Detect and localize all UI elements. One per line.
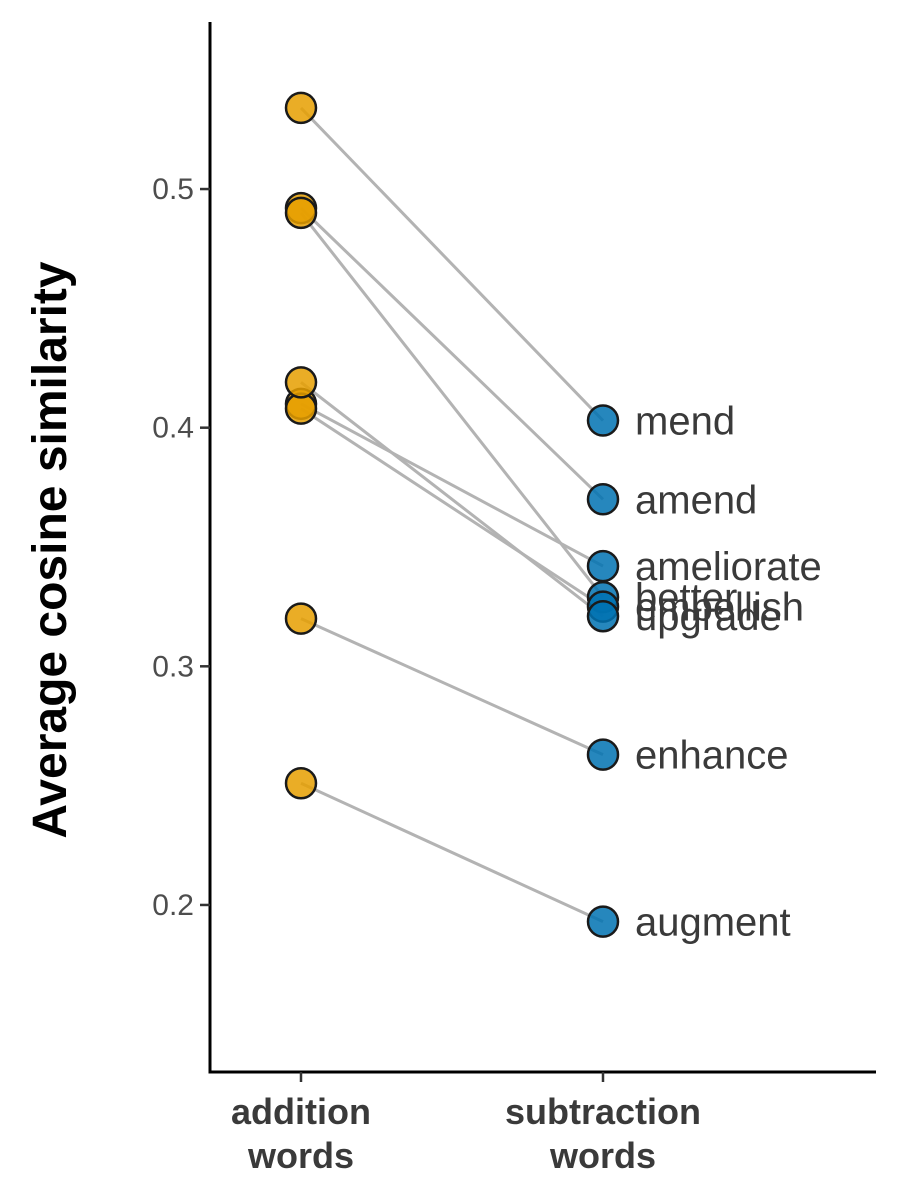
connector-line-embellish [300, 407, 604, 608]
x-tick-label: words [247, 1135, 354, 1176]
word-label-better: better [635, 576, 737, 620]
y-tick-label: 0.4 [152, 412, 194, 445]
connector-line-augment [300, 781, 604, 924]
subtraction-point-enhance [586, 738, 620, 771]
connector-line-enhance [300, 617, 604, 756]
addition-point-enhance [284, 602, 318, 635]
word-label-amend: amend [635, 478, 757, 522]
subtraction-point-augment [586, 905, 620, 938]
subtraction-point-amend [586, 483, 620, 516]
y-tick-label: 0.5 [152, 173, 194, 206]
connector-line-ameliorate [300, 402, 604, 568]
addition-point-mend [284, 91, 318, 125]
subtraction-point-ameliorate [586, 549, 620, 583]
word-label-mend: mend [635, 400, 735, 444]
subtraction-point-upgrade [586, 599, 620, 633]
word-label-enhance: enhance [635, 734, 788, 778]
x-tick-label: subtraction [505, 1091, 701, 1132]
x-tick-label: words [549, 1135, 656, 1176]
word-labels: mend amend amelioratebetterembellishupgrad… [635, 400, 822, 945]
connector-line-upgrade [300, 381, 604, 618]
y-axis-label: Average cosine similarity [24, 261, 77, 838]
y-tick-label: 0.2 [152, 889, 194, 922]
axes: 0.20.30.40.5additionwordssubtractionword… [152, 22, 876, 1176]
connector-lines [299, 106, 605, 924]
addition-point-augment [284, 767, 318, 800]
connector-line-mend [299, 106, 605, 422]
addition-point-upgrade [284, 366, 318, 399]
addition-point-better [284, 196, 318, 230]
word-label-augment: augment [635, 901, 791, 945]
subtraction-point-mend [586, 404, 620, 437]
connector-line-better [299, 211, 605, 599]
data-points [284, 91, 620, 938]
word-label-upgrade: upgrade [635, 595, 782, 639]
y-tick-label: 0.3 [152, 650, 194, 683]
word-label-embellish: embellish [635, 586, 804, 630]
word-label-ameliorate: ameliorate [635, 545, 822, 589]
x-tick-label: addition [231, 1091, 371, 1132]
connector-line-amend [299, 207, 605, 501]
